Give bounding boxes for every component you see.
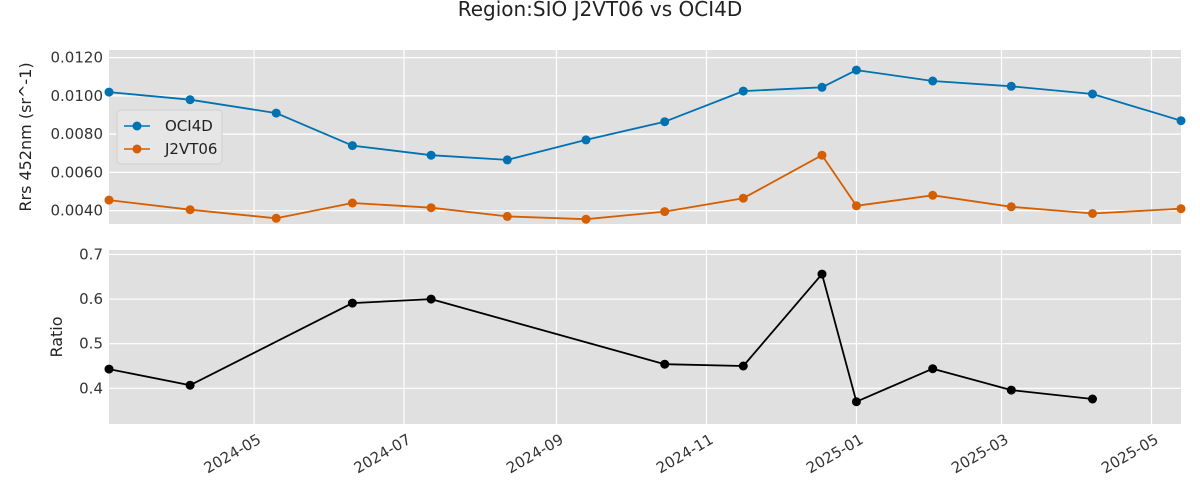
oci4d-point xyxy=(660,117,670,127)
ratio-series xyxy=(104,269,1097,407)
j2vt06-point xyxy=(104,195,114,205)
x-tick-labels: 2024-05 2024-07 2024-09 2024-11 2025-01 2025-… xyxy=(201,430,1162,477)
legend-box xyxy=(116,109,223,165)
rrs-y-tick-labels: 0.0040 0.0060 0.0080 0.0100 0.0120 xyxy=(51,49,104,220)
x-tick-label: 2024-11 xyxy=(653,430,716,477)
ratio-point xyxy=(1088,394,1097,404)
j2vt06-point xyxy=(502,211,512,221)
chart-title: Region:SIO J2VT06 vs OCI4D xyxy=(458,0,743,21)
ratio-panel: 0.4 0.5 0.6 0.7 Ratio xyxy=(47,245,1181,424)
oci4d-point xyxy=(1006,81,1016,91)
j2vt06-point xyxy=(1006,202,1016,212)
j2vt06-point xyxy=(185,205,195,215)
rrs-panel-background xyxy=(109,50,1181,224)
rrs-series xyxy=(104,65,1186,224)
rrs-y-tick-label: 0.0080 xyxy=(51,125,104,143)
ratio-point xyxy=(1006,385,1016,395)
ratio-point xyxy=(817,269,827,279)
j2vt06-point xyxy=(1088,209,1097,218)
j2vt06-point xyxy=(1176,204,1186,214)
ratio-panel-background xyxy=(109,250,1181,424)
j2vt06-point xyxy=(738,193,748,203)
j2vt06-point xyxy=(347,198,357,208)
ratio-point xyxy=(660,359,670,369)
oci4d-point xyxy=(928,76,938,86)
oci4d-point xyxy=(581,135,591,145)
ratio-point xyxy=(426,294,436,304)
ratio-point xyxy=(185,380,195,390)
x-tick-label: 2024-05 xyxy=(201,430,264,477)
rrs-y-tick-label: 0.0040 xyxy=(51,202,104,220)
ratio-point xyxy=(738,361,748,371)
ratio-point xyxy=(851,397,861,407)
oci4d-point xyxy=(426,150,436,160)
rrs-panel: 0.0040 0.0060 0.0080 0.0100 0.0120 Rrs 452nm… xyxy=(16,49,1186,224)
rrs-y-tick-label: 0.0120 xyxy=(51,49,104,67)
oci4d-point xyxy=(817,82,827,92)
j2vt06-point xyxy=(426,203,436,213)
ratio-y-axis-label: Ratio xyxy=(47,316,66,357)
j2vt06-point xyxy=(817,150,827,160)
x-tick-label: 2025-03 xyxy=(948,430,1011,477)
ratio-y-tick-label: 0.6 xyxy=(79,290,103,308)
rrs-y-tick-label: 0.0060 xyxy=(51,163,104,181)
x-tick-label: 2024-07 xyxy=(351,430,414,477)
ratio-y-tick-label: 0.5 xyxy=(79,335,103,353)
legend-j2vt06-label: J2VT06 xyxy=(164,140,217,158)
oci4d-point xyxy=(502,155,512,165)
rrs-y-axis-label: Rrs 452nm (sr^-1) xyxy=(16,62,35,211)
rrs-gridlines xyxy=(109,50,1181,224)
ratio-y-tick-label: 0.4 xyxy=(79,379,103,397)
oci4d-point xyxy=(347,141,357,151)
ratio-y-tick-label: 0.7 xyxy=(79,245,103,263)
j2vt06-point xyxy=(271,213,281,223)
legend: OCI4D J2VT06 xyxy=(116,109,223,165)
oci4d-point xyxy=(104,87,114,97)
x-tick-label: 2024-09 xyxy=(503,430,566,477)
oci4d-point xyxy=(1176,116,1186,126)
x-tick-label: 2025-05 xyxy=(1098,430,1161,477)
ratio-point xyxy=(104,364,114,374)
j2vt06-point xyxy=(851,201,861,211)
rrs-y-tick-label: 0.0100 xyxy=(51,87,104,105)
oci4d-point xyxy=(851,65,861,75)
j2vt06-point xyxy=(581,214,591,224)
oci4d-point xyxy=(271,108,281,118)
oci4d-point xyxy=(738,86,748,96)
legend-j2vt06-marker xyxy=(132,144,142,154)
j2vt06-point xyxy=(660,207,670,217)
oci4d-point xyxy=(185,95,195,105)
x-tick-label: 2025-01 xyxy=(803,430,866,477)
legend-oci4d-marker xyxy=(132,121,142,131)
ratio-point xyxy=(347,298,357,308)
ratio-y-tick-labels: 0.4 0.5 0.6 0.7 xyxy=(79,245,103,397)
ratio-point xyxy=(928,364,938,374)
j2vt06-point xyxy=(928,190,938,200)
oci4d-point xyxy=(1088,89,1097,99)
legend-oci4d-label: OCI4D xyxy=(165,117,213,135)
